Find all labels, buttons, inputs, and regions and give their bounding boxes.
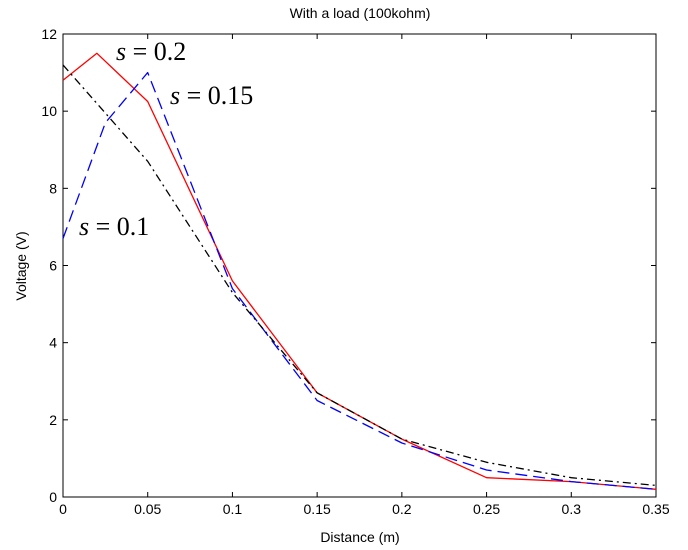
- series-lines: [62, 52, 657, 490]
- x-tick-labels: 0 0.05 0.1 0.15 0.2 0.25 0.3 0.35: [59, 501, 670, 517]
- x-tick-label: 0.2: [392, 501, 412, 517]
- series-line-s-0-15: [62, 71, 657, 490]
- annotation-s-0-2: s = 0.2: [116, 37, 186, 66]
- x-tick-label: 0: [59, 501, 67, 517]
- x-tick-label: 0.05: [134, 501, 161, 517]
- tick-marks: [62, 33, 657, 498]
- y-tick-label: 8: [49, 180, 57, 196]
- y-tick-label: 10: [41, 103, 57, 119]
- plot-frame: [62, 33, 657, 498]
- y-tick-labels: 0 2 4 6 8 10 12: [41, 26, 57, 505]
- chart-title: With a load (100kohm): [290, 5, 431, 21]
- x-tick-label: 0.35: [642, 501, 669, 517]
- x-tick-label: 0.15: [304, 501, 331, 517]
- x-tick-label: 0.25: [473, 501, 500, 517]
- y-tick-label: 12: [41, 26, 57, 42]
- y-tick-label: 2: [49, 412, 57, 428]
- y-tick-label: 6: [49, 258, 57, 274]
- annotation-s-0-15: s = 0.15: [170, 81, 253, 110]
- series-line-s-0-1: [62, 64, 657, 487]
- x-axis-label: Distance (m): [320, 529, 399, 545]
- x-tick-label: 0.1: [223, 501, 243, 517]
- y-axis-label: Voltage (V): [13, 231, 29, 300]
- x-tick-label: 0.3: [562, 501, 582, 517]
- annotation-s-0-1: s = 0.1: [79, 212, 149, 241]
- y-tick-label: 0: [49, 489, 57, 505]
- y-tick-label: 4: [49, 335, 57, 351]
